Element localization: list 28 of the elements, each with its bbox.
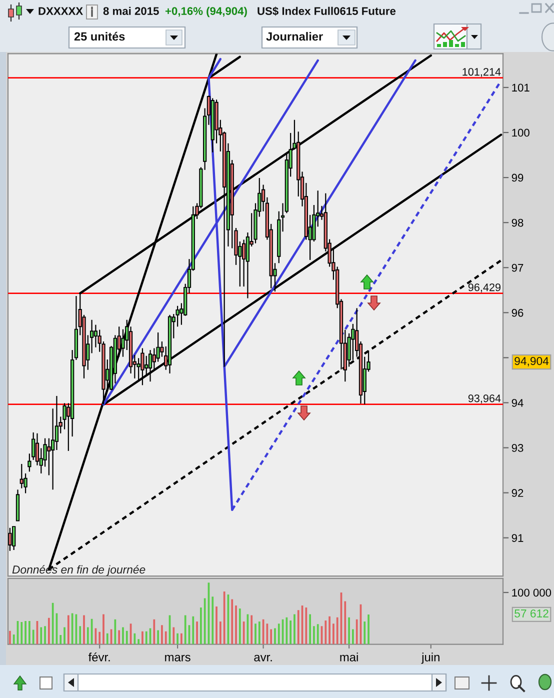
text: 57 612 (514, 609, 548, 618)
y-tick-label: 97 (512, 264, 524, 272)
y-tick-label: 91 (512, 534, 524, 542)
text: 94,904 (514, 357, 549, 366)
y-tick-label: 99 (512, 174, 524, 182)
y-tick-label: 98 (512, 218, 524, 227)
y-tick-label: 96 (512, 308, 524, 317)
x-tick-label: avr. (254, 654, 272, 662)
ref-line-label: 96,429 (468, 284, 501, 292)
text: US$ Index Full0615 Future (258, 6, 396, 16)
text: Journalier (266, 32, 323, 41)
y-tick-label: 100 000 (512, 588, 552, 597)
y-tick-label: 92 (512, 489, 524, 497)
y-tick-label: 101 (512, 84, 530, 92)
y-tick-label: 100 (512, 128, 530, 137)
chart-title: DXXXXX (38, 7, 83, 15)
annotation: Données en fin de journée (12, 565, 146, 576)
y-tick-label: 94 (512, 398, 524, 407)
x-tick-label: févr. (88, 652, 110, 662)
text: 25 unités (74, 32, 125, 41)
text: +0,16% (94,904) (165, 6, 247, 18)
ref-line-label: 101,214 (462, 68, 501, 77)
ref-line-label: 93,964 (468, 394, 501, 404)
x-tick-label: juin (421, 652, 440, 664)
y-tick-label: 93 (512, 444, 524, 452)
x-tick-label: mars (165, 654, 190, 662)
x-tick-label: mai (340, 652, 358, 662)
chart-subtitle: 8 mai 2015 (103, 6, 159, 15)
